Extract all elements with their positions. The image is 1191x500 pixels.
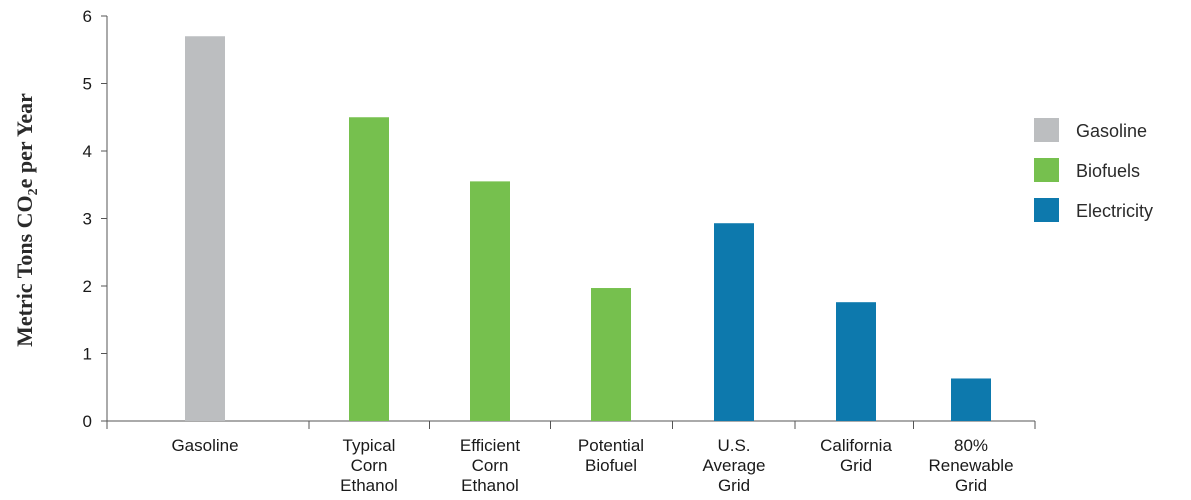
x-tick-label-line: Efficient <box>460 436 520 455</box>
legend-swatch <box>1034 158 1059 182</box>
y-axis-label-part: Metric Tons CO <box>12 195 37 347</box>
axes <box>106 16 1035 422</box>
x-tick-label: Efficient Corn Ethanol <box>460 436 520 495</box>
x-tick-label-line: Corn <box>472 456 509 475</box>
legend: Gasoline Biofuels Electricity <box>1034 118 1153 222</box>
bar <box>349 117 389 421</box>
x-tick-label-line: U.S. <box>717 436 750 455</box>
bar <box>836 302 876 421</box>
legend-label: Gasoline <box>1076 121 1147 141</box>
x-tick-label-line: Average <box>702 456 765 475</box>
x-tick-label: U.S. Average Grid <box>702 436 765 495</box>
legend-swatch <box>1034 198 1059 222</box>
y-axis-label-subscript: 2 <box>26 188 41 195</box>
x-tick-label-line: Gasoline <box>171 436 238 455</box>
y-tick-label: 1 <box>83 345 92 364</box>
x-tick-label-line: Biofuel <box>585 456 637 475</box>
y-tick-label: 6 <box>83 7 92 26</box>
bar <box>470 181 510 421</box>
x-tick-label-line: California <box>820 436 892 455</box>
bar <box>951 378 991 421</box>
x-tick-label-line: Grid <box>718 476 750 495</box>
y-tick-label: 2 <box>83 277 92 296</box>
bar <box>185 36 225 421</box>
y-axis-ticks: 0 1 2 3 4 5 6 <box>83 7 107 431</box>
y-axis-label-part: e per Year <box>12 93 37 189</box>
legend-swatch <box>1034 118 1059 142</box>
x-tick-label-line: Renewable <box>928 456 1013 475</box>
x-tick-label-line: Grid <box>955 476 987 495</box>
y-tick-label: 5 <box>83 75 92 94</box>
x-tick-label-line: Typical <box>343 436 396 455</box>
bar <box>714 223 754 421</box>
bar <box>591 288 631 421</box>
legend-label: Biofuels <box>1076 161 1140 181</box>
x-tick-label-line: Corn <box>351 456 388 475</box>
x-tick-label: 80% Renewable Grid <box>928 436 1013 495</box>
x-tick-label: California Grid <box>820 436 892 475</box>
x-tick-label-line: Ethanol <box>340 476 398 495</box>
x-tick-label-line: 80% <box>954 436 988 455</box>
legend-label: Electricity <box>1076 201 1153 221</box>
y-axis-label: Metric Tons CO2e per Year <box>12 93 41 347</box>
x-tick-label-line: Ethanol <box>461 476 519 495</box>
x-tick-label: Gasoline <box>171 436 238 455</box>
x-tick-label-line: Potential <box>578 436 644 455</box>
x-tick-label-line: Grid <box>840 456 872 475</box>
x-tick-label: Typical Corn Ethanol <box>340 436 398 495</box>
bars <box>185 36 991 421</box>
y-tick-label: 3 <box>83 210 92 229</box>
y-tick-label: 0 <box>83 412 92 431</box>
y-tick-label: 4 <box>83 142 92 161</box>
x-tick-label: Potential Biofuel <box>578 436 644 475</box>
